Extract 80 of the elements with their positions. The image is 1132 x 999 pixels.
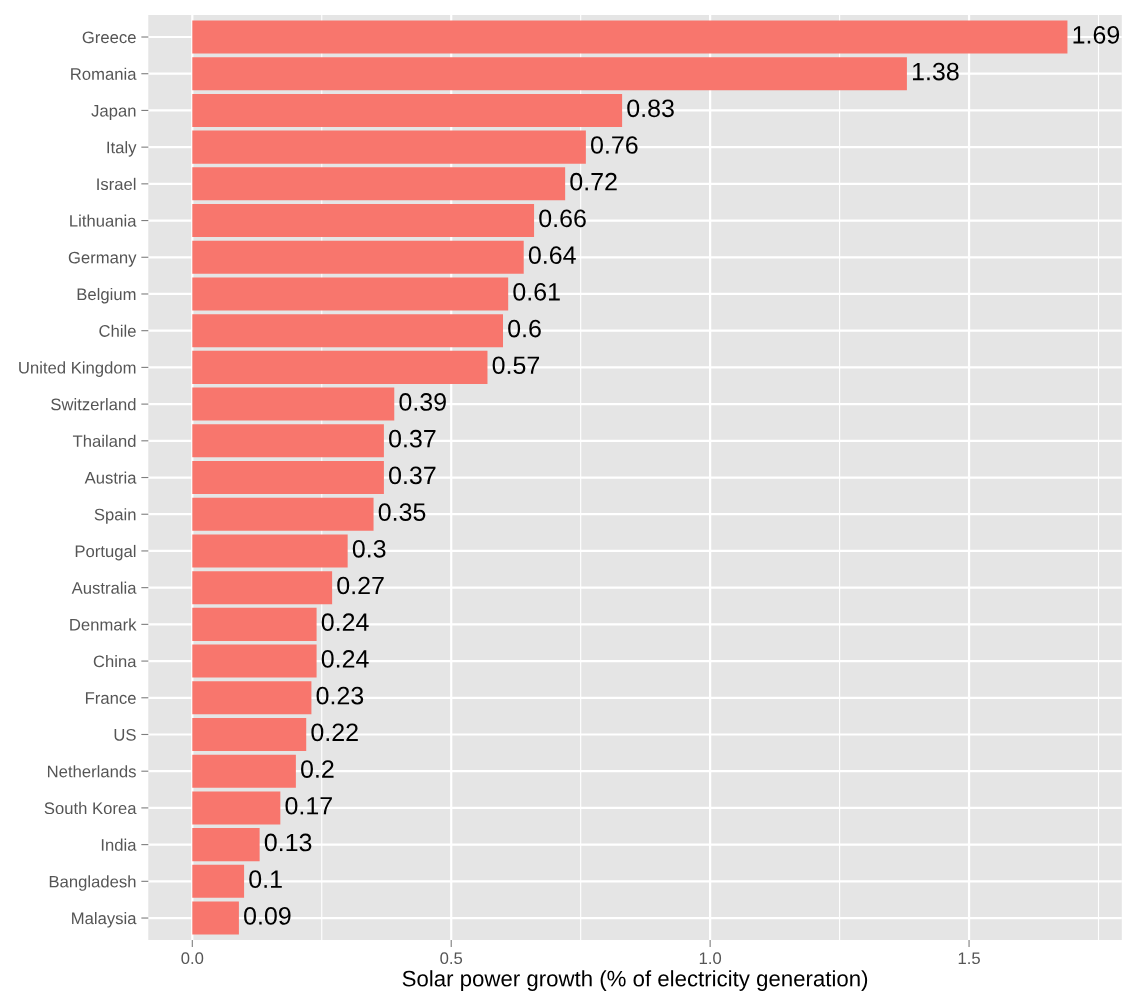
bar	[192, 681, 312, 715]
bar	[192, 461, 384, 495]
y-tick-label: Israel	[97, 177, 136, 191]
data-label: 0.17	[285, 796, 332, 815]
bar	[192, 497, 374, 531]
y-tick-label: United Kingdom	[19, 361, 136, 377]
data-label: 0.57	[492, 356, 540, 375]
data-label: 0.27	[337, 576, 384, 595]
data-label: 0.24	[321, 613, 369, 632]
bar	[192, 571, 333, 605]
data-label: 0.61	[513, 282, 560, 301]
data-label: 1.69	[1073, 26, 1120, 44]
y-tick-label: Switzerland	[51, 398, 136, 411]
y-tick-label: Malaysia	[72, 911, 137, 928]
data-label: 0.3	[352, 539, 386, 558]
data-label: 0.76	[591, 136, 638, 154]
y-tick-label: Germany	[68, 251, 137, 267]
bar	[192, 314, 504, 348]
bar	[192, 828, 260, 862]
x-tick-label: 0.0	[181, 952, 204, 965]
y-tick-label: France	[85, 692, 136, 704]
bar	[192, 607, 317, 641]
y-tick-label: Denmark	[70, 618, 137, 631]
y-tick-label: Belgium	[77, 287, 136, 304]
y-tick-label: Spain	[94, 508, 136, 524]
y-tick-label: Greece	[82, 31, 136, 44]
x-tick-label: 1.0	[699, 952, 722, 965]
y-tick-label: China	[93, 655, 137, 668]
y-tick-label: Chile	[99, 324, 136, 337]
y-tick-label: Thailand	[72, 434, 136, 448]
data-label: 1.38	[912, 62, 959, 81]
bar	[192, 167, 566, 201]
bar	[192, 204, 535, 238]
y-tick-label: India	[101, 838, 137, 851]
bar	[192, 644, 317, 678]
y-tick-label: Japan	[91, 105, 136, 120]
bar	[192, 277, 509, 311]
bar	[192, 901, 239, 935]
bar	[192, 20, 1068, 54]
data-label: 0.37	[389, 429, 436, 448]
y-tick-label: Bangladesh	[49, 875, 136, 891]
data-label: 0.1	[249, 870, 282, 889]
bar	[192, 791, 281, 825]
bar	[192, 717, 307, 752]
y-tick-label: US	[114, 728, 136, 741]
bar	[192, 387, 395, 421]
data-label: 0.22	[311, 723, 358, 742]
y-tick-label: Portugal	[75, 544, 136, 561]
data-label: 0.6	[508, 319, 541, 338]
bar	[192, 240, 524, 274]
bar	[192, 350, 488, 384]
data-label: 0.64	[528, 246, 576, 264]
data-label: 0.09	[244, 907, 291, 925]
bar	[192, 864, 245, 898]
bar	[192, 534, 348, 568]
y-tick-label: Austria	[84, 471, 137, 484]
y-tick-label: Romania	[71, 67, 137, 80]
y-tick-label: Australia	[71, 581, 137, 594]
data-label: 0.37	[389, 466, 436, 485]
data-label: 0.83	[627, 99, 674, 118]
x-tick-label: 0.5	[440, 952, 463, 965]
bar	[192, 754, 296, 788]
x-tick-label: 1.5	[958, 952, 980, 965]
data-label: 0.13	[264, 833, 312, 852]
bar	[192, 424, 384, 458]
data-label: 0.24	[321, 650, 369, 668]
data-label: 0.66	[539, 209, 586, 228]
bar	[192, 93, 623, 127]
y-tick-label: Italy	[107, 141, 137, 157]
bar	[192, 130, 586, 164]
data-label: 0.39	[399, 393, 446, 411]
bar	[192, 57, 907, 91]
data-label: 0.23	[316, 686, 364, 705]
x-axis-title: Solar power growth (% of electricity generation)	[402, 970, 868, 991]
y-tick-label: South Korea	[44, 801, 137, 815]
data-label: 0.35	[378, 503, 426, 521]
data-label: 0.2	[301, 760, 334, 778]
y-tick-label: Lithuania	[70, 214, 137, 227]
y-tick-label: Netherlands	[47, 765, 136, 778]
data-label: 0.72	[570, 172, 617, 191]
